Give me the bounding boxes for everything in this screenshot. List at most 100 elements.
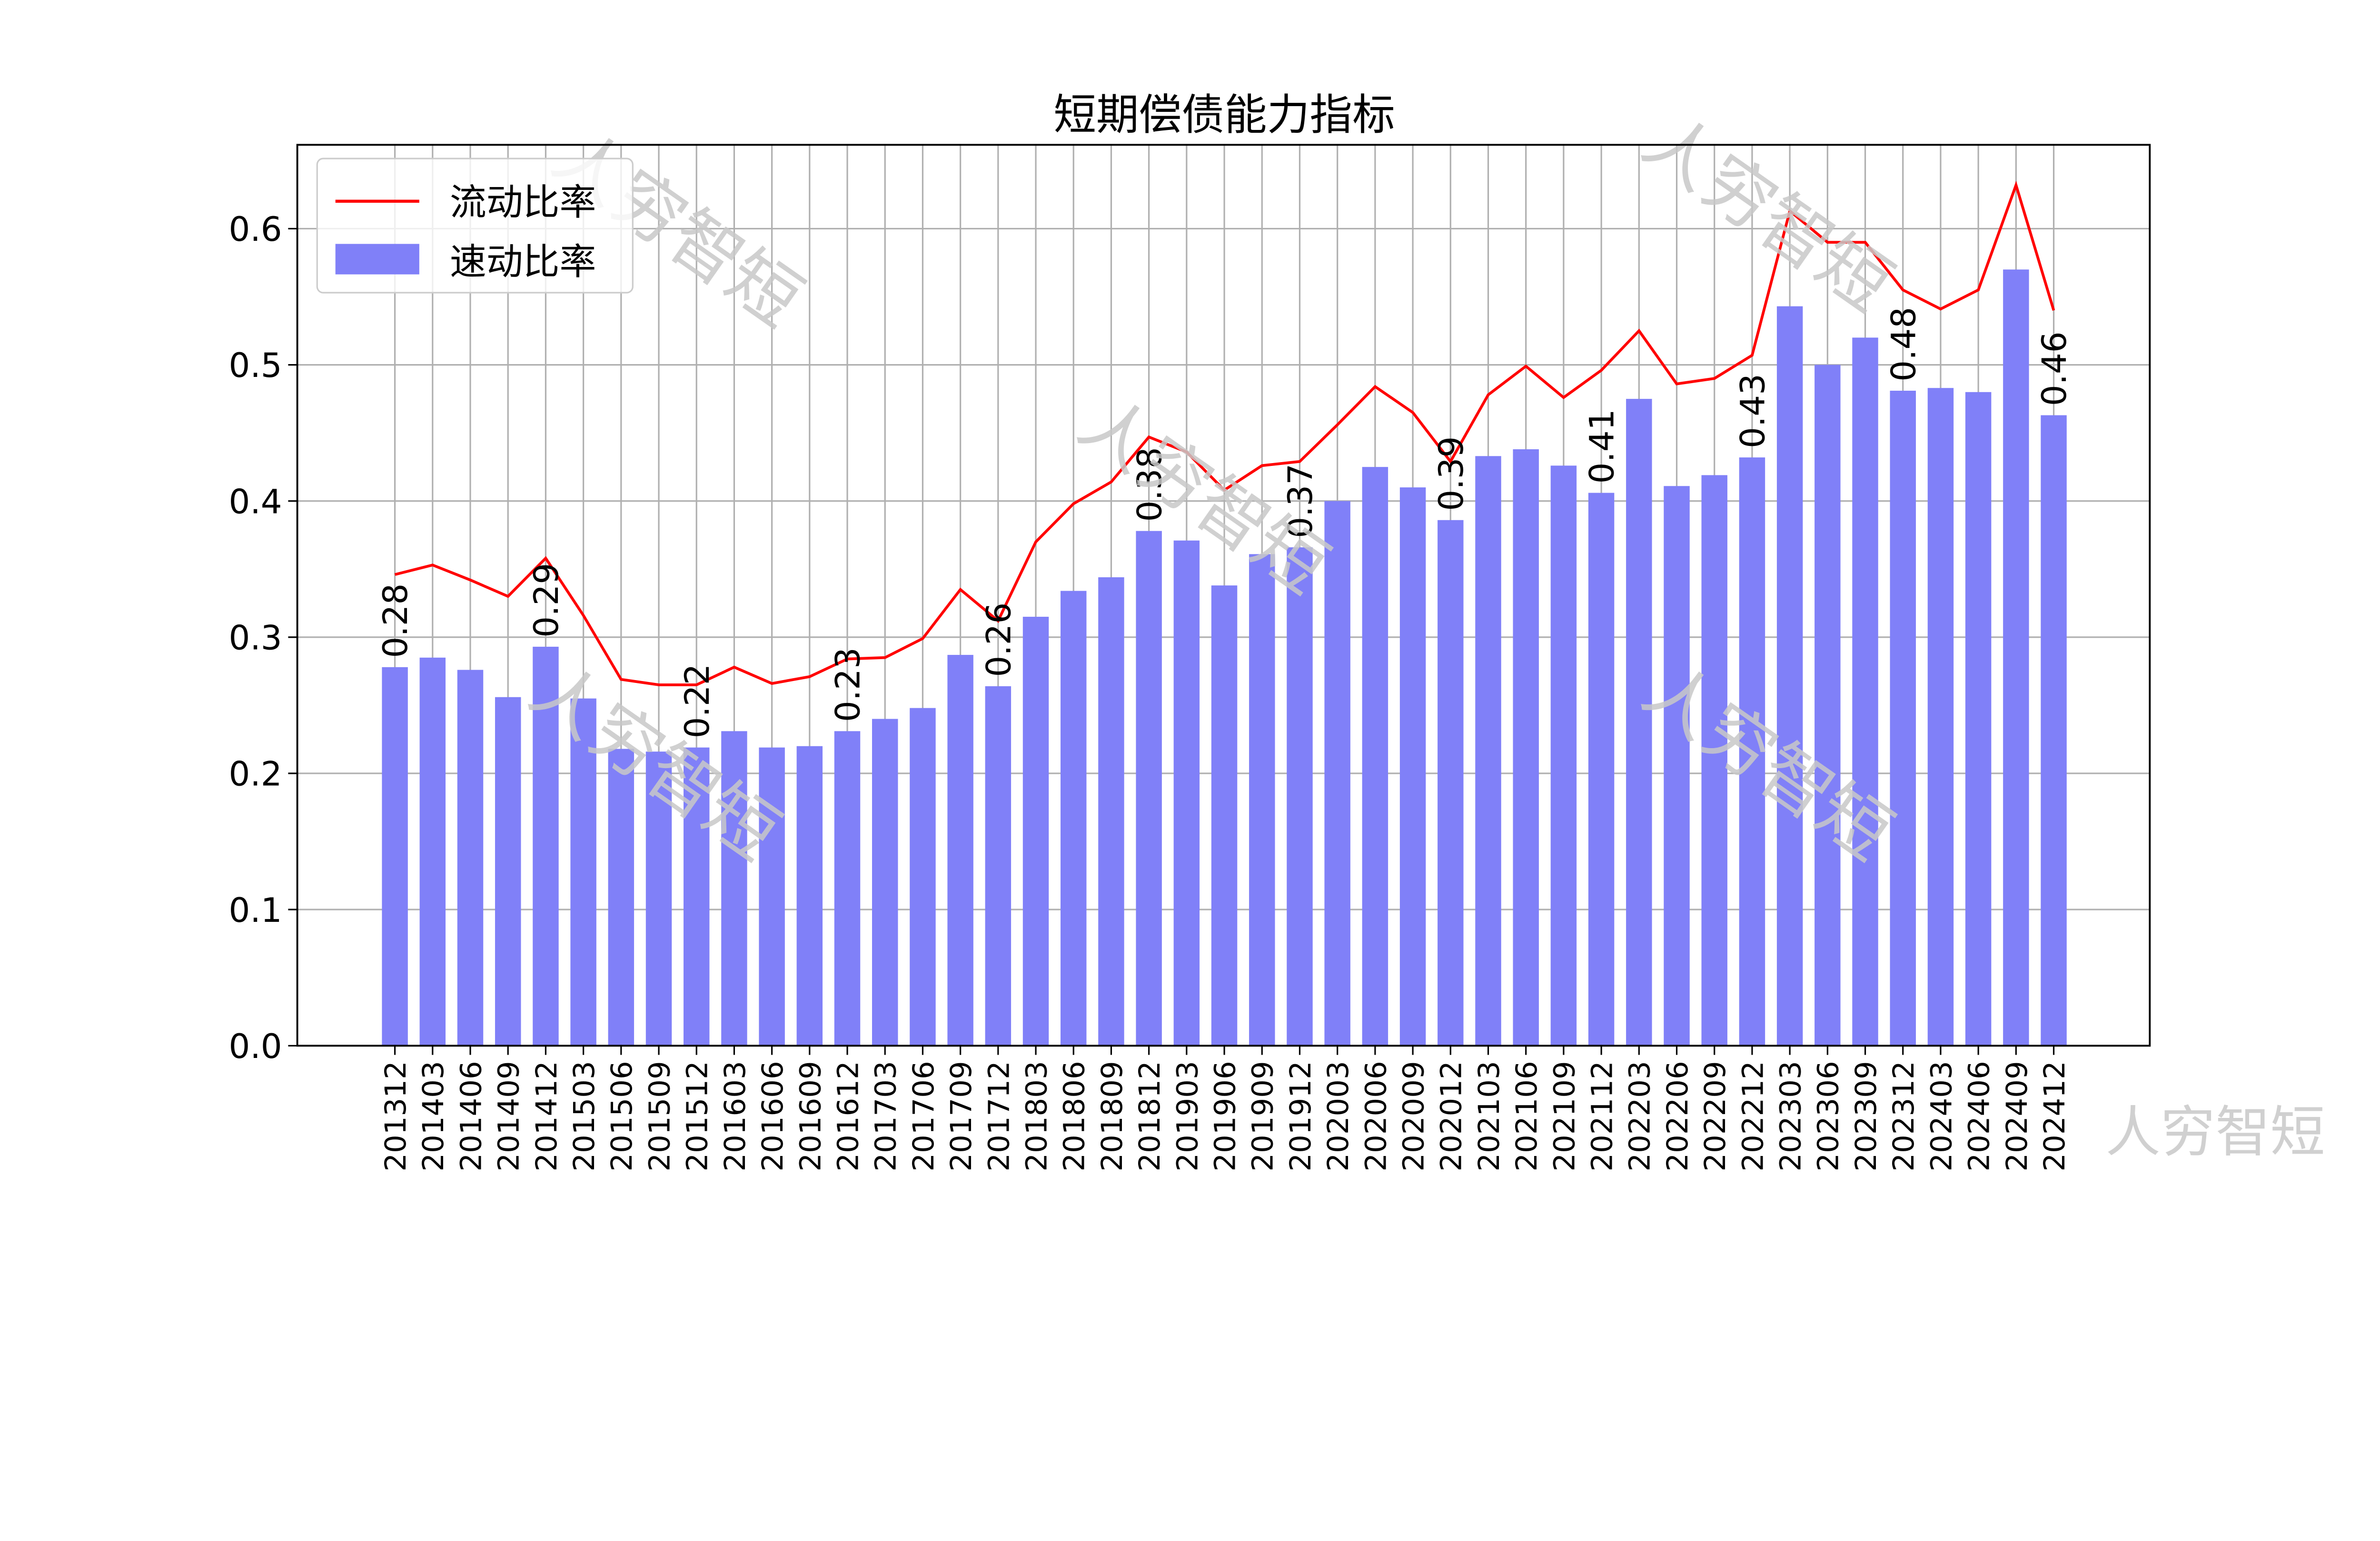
x-tick-label: 201412	[530, 1061, 564, 1171]
bar-quick-ratio	[796, 746, 823, 1046]
bar-quick-ratio	[495, 697, 521, 1046]
bar-quick-ratio	[570, 698, 596, 1046]
x-tick-label: 202409	[2001, 1061, 2034, 1171]
line-series	[394, 180, 2055, 686]
x-tick-label: 201609	[794, 1061, 827, 1171]
data-label: 0.38	[1130, 447, 1169, 522]
x-tick-label: 201909	[1247, 1061, 1280, 1171]
data-label: 0.23	[829, 647, 868, 722]
x-axis: 201312 201403 201406 201409 201412 201503 2015…	[379, 1046, 2072, 1172]
x-tick-label: 202403	[1925, 1061, 1958, 1171]
legend-label-current-ratio: 流动比率	[450, 182, 596, 224]
data-label: 0.22	[678, 664, 717, 739]
x-tick-label: 202209	[1699, 1061, 1732, 1171]
x-tick-label: 201709	[945, 1061, 978, 1171]
data-label: 0.37	[1281, 464, 1320, 538]
x-tick-label: 201509	[643, 1061, 676, 1171]
x-tick-label: 201403	[417, 1061, 450, 1171]
x-tick-label: 201409	[493, 1061, 526, 1171]
line-current-ratio	[394, 180, 2055, 686]
bar-quick-ratio	[985, 686, 1012, 1046]
bar-quick-ratio	[1022, 616, 1049, 1046]
x-tick-label: 202312	[1887, 1061, 1921, 1171]
x-tick-label: 202303	[1775, 1061, 1808, 1171]
watermark-corner: 人穷智短	[2105, 1100, 2325, 1164]
x-tick-label: 201512	[681, 1061, 714, 1171]
x-tick-label: 202306	[1812, 1061, 1845, 1171]
y-tick-label: 0.4	[229, 482, 282, 521]
legend-label-quick-ratio: 速动比率	[450, 241, 596, 284]
bar-quick-ratio	[1664, 486, 1690, 1046]
data-label: 0.41	[1583, 409, 1622, 484]
y-tick-label: 0.5	[229, 346, 282, 385]
x-tick-label: 201809	[1096, 1061, 1129, 1171]
bar-quick-ratio	[1890, 390, 1916, 1046]
x-tick-label: 202309	[1850, 1061, 1883, 1171]
bar-quick-ratio	[1701, 475, 1727, 1046]
bar-quick-ratio	[1927, 388, 1954, 1046]
x-tick-label: 202406	[1963, 1061, 1996, 1171]
bar-quick-ratio	[1211, 585, 1238, 1046]
data-label: 0.26	[979, 603, 1018, 677]
x-tick-label: 202006	[1359, 1061, 1393, 1171]
x-tick-label: 202103	[1473, 1061, 1506, 1171]
bar-quick-ratio	[1438, 520, 1464, 1046]
y-tick-label: 0.2	[229, 755, 282, 794]
x-tick-label: 201903	[1171, 1061, 1204, 1171]
x-tick-label: 202112	[1586, 1061, 1619, 1171]
x-tick-label: 202106	[1510, 1061, 1544, 1171]
bar-quick-ratio	[1513, 449, 1539, 1046]
x-tick-label: 202206	[1661, 1061, 1695, 1171]
bar-quick-ratio	[1173, 540, 1200, 1046]
bar-quick-ratio	[684, 747, 710, 1046]
bar-quick-ratio	[382, 667, 408, 1046]
data-label: 0.28	[376, 583, 415, 658]
bar-quick-ratio	[1852, 337, 1878, 1046]
bar-quick-ratio	[1626, 399, 1652, 1046]
y-tick-label: 0.0	[229, 1027, 282, 1066]
x-tick-label: 201712	[982, 1061, 1016, 1171]
x-tick-label: 201406	[455, 1061, 488, 1171]
bar-quick-ratio	[1362, 467, 1388, 1046]
data-label: 0.48	[1884, 307, 1923, 382]
bar-quick-ratio	[1136, 531, 1162, 1046]
bar-quick-ratio	[1249, 554, 1275, 1046]
x-tick-label: 201912	[1284, 1061, 1318, 1171]
bar-quick-ratio	[1588, 493, 1615, 1046]
bars	[382, 269, 2067, 1046]
bar-quick-ratio	[1965, 392, 1992, 1046]
data-labels: 0.28 0.29 0.22 0.23 0.26 0.38 0.37 0.39 0.41 0.43…	[376, 307, 2074, 739]
x-tick-label: 201606	[756, 1061, 790, 1171]
x-tick-label: 202412	[2038, 1061, 2072, 1171]
x-tick-label: 201612	[832, 1061, 865, 1171]
x-tick-label: 201603	[719, 1061, 752, 1171]
x-tick-label: 202203	[1624, 1061, 1657, 1171]
bar-quick-ratio	[1061, 591, 1087, 1046]
bar-quick-ratio	[834, 731, 861, 1046]
bar-quick-ratio	[759, 747, 785, 1046]
data-label: 0.43	[1734, 374, 1773, 448]
x-tick-label: 201806	[1058, 1061, 1091, 1171]
data-label: 0.46	[2035, 331, 2074, 406]
bar-quick-ratio	[419, 657, 446, 1046]
x-tick-label: 202012	[1435, 1061, 1468, 1171]
y-axis: 0.0 0.1 0.2 0.3 0.4 0.5 0.6	[229, 210, 298, 1066]
data-label: 0.39	[1432, 436, 1471, 511]
bar-quick-ratio	[1324, 501, 1350, 1046]
bar-quick-ratio	[1475, 456, 1501, 1046]
x-tick-label: 201803	[1020, 1061, 1053, 1171]
x-tick-label: 202003	[1322, 1061, 1355, 1171]
bar-quick-ratio	[1739, 457, 1765, 1046]
bar-quick-ratio	[608, 749, 635, 1046]
bar-quick-ratio	[1776, 306, 1803, 1046]
legend-bar-swatch	[335, 244, 419, 275]
y-tick-label: 0.6	[229, 210, 282, 249]
bar-quick-ratio	[645, 751, 672, 1046]
x-tick-label: 201506	[605, 1061, 639, 1171]
bar-quick-ratio	[910, 708, 936, 1046]
x-tick-label: 201906	[1209, 1061, 1242, 1171]
legend: 流动比率 速动比率	[316, 158, 634, 294]
chart: 短期偿债能力指标 0.28 0.29 0.22 0.23 0.26 0.38 0.37 0.3…	[229, 90, 2325, 1172]
data-label: 0.29	[527, 563, 566, 638]
bar-quick-ratio	[457, 670, 484, 1046]
